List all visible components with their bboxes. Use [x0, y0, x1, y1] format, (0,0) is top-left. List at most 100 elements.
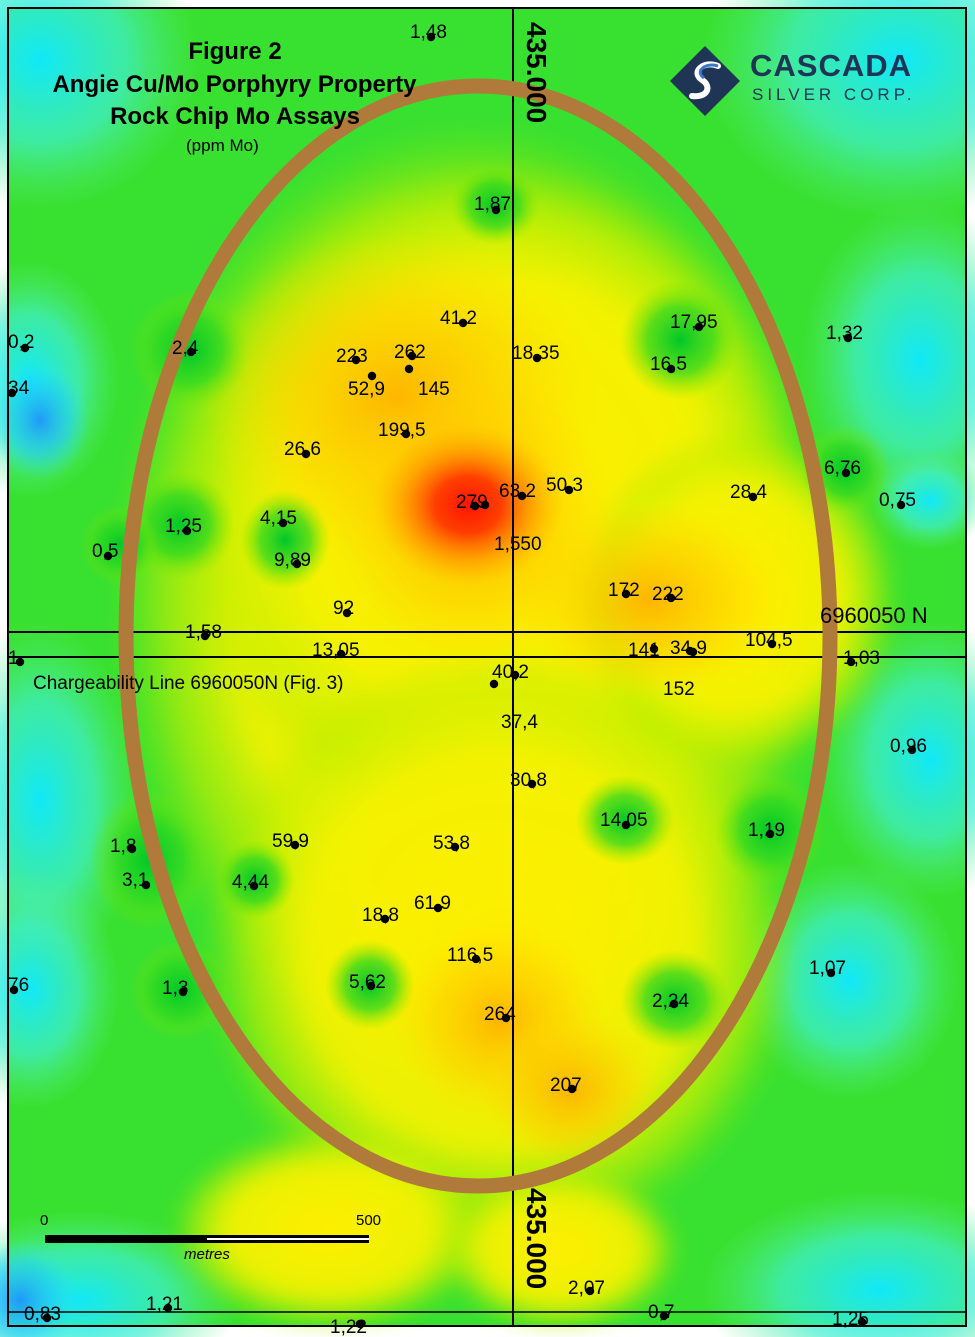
sample-point	[669, 999, 679, 1009]
sample-point	[426, 32, 436, 42]
sample-value-label: 172	[608, 580, 640, 601]
sample-point	[767, 639, 777, 649]
sample-point	[527, 779, 537, 789]
sample-value-label: 61,9	[414, 893, 451, 914]
sample-point	[659, 1311, 669, 1321]
sample-value-label: 262	[394, 342, 426, 363]
sample-point	[42, 1313, 52, 1323]
chargeability-label: Chargeability Line 6960050N (Fig. 3)	[33, 673, 344, 694]
sample-point	[342, 608, 352, 618]
sample-points	[7, 32, 917, 1329]
units-label: (ppm Mo)	[186, 136, 259, 155]
sample-point	[351, 355, 361, 365]
sample-point	[200, 631, 210, 641]
sample-value-label: 264	[484, 1004, 516, 1025]
sample-value-label: 207	[550, 1075, 582, 1096]
sample-value-label: 9,89	[274, 550, 311, 571]
sample-point	[182, 526, 192, 536]
sample-value-label: 141	[628, 640, 660, 661]
sample-value-label: 0,96	[890, 736, 927, 757]
sample-point	[186, 347, 196, 357]
sample-value-label: 4,44	[232, 872, 269, 893]
sample-value-label: 0,7	[648, 1302, 674, 1323]
sample-value-label: 2,24	[652, 991, 689, 1012]
sample-point	[826, 968, 836, 978]
sample-value-label: 1,07	[809, 958, 846, 979]
sample-value-label: 28,4	[730, 482, 767, 503]
sample-point	[20, 343, 30, 353]
sample-point	[141, 880, 151, 890]
sample-value-label: 41,2	[440, 308, 477, 329]
sample-value-label: 3,1	[122, 870, 148, 891]
figure-number: Figure 2	[188, 38, 282, 65]
assay-title: Rock Chip Mo Assays	[110, 103, 360, 130]
property-title: Angie Cu/Mo Porphyry Property	[52, 71, 417, 98]
northing-label: 6960050 N	[820, 603, 928, 628]
sample-value-label: 52,9	[348, 379, 385, 400]
easting-label-top: 435.000	[521, 22, 552, 123]
sample-point	[666, 364, 676, 374]
sample-point	[470, 501, 480, 511]
sample-value-label: 0,5	[92, 541, 118, 562]
sample-value-label: 1,8	[110, 836, 136, 857]
sample-point	[380, 914, 390, 924]
sample-point	[433, 903, 443, 913]
sample-value-label: 2,07	[568, 1278, 605, 1299]
sample-value-label: 26,6	[284, 439, 321, 460]
scale-bar: 0 500 metres	[36, 1210, 396, 1270]
sample-point	[15, 657, 25, 667]
sample-point	[621, 589, 631, 599]
sample-point	[666, 593, 676, 603]
easting-label-bottom: 435.000	[521, 1188, 552, 1289]
sample-point	[127, 844, 137, 854]
sample-value-label: 1,03	[843, 648, 880, 669]
sample-value-label: 63,2	[499, 481, 536, 502]
sample-value-label: 30,8	[510, 770, 547, 791]
sample-value-label: 1,19	[748, 820, 785, 841]
sample-value-label: 199,5	[378, 420, 426, 441]
sample-point	[532, 353, 542, 363]
sample-value-label: 279	[456, 492, 488, 513]
sample-point	[694, 322, 704, 332]
sample-value-label: 18,8	[362, 905, 399, 926]
sample-point	[846, 657, 856, 667]
sample-value-label: 40,2	[492, 662, 529, 683]
sample-value-label: 1,21	[146, 1294, 183, 1315]
sample-point	[401, 429, 411, 439]
sample-value-label: 59,9	[272, 831, 309, 852]
sample-labels: 1,48 1,87 41,2 17,95 1,32 0,2 34 2,4 223 262 18,35…	[8, 22, 927, 1337]
sample-value-label: 76	[8, 975, 29, 996]
sample-point	[765, 829, 775, 839]
sample-point	[510, 670, 520, 680]
sample-value-label: 222	[652, 584, 684, 605]
sample-point	[249, 881, 259, 891]
sample-value-label: 37,4	[501, 712, 538, 733]
sample-value-label: 1	[8, 648, 19, 669]
sample-point	[649, 644, 659, 654]
sample-value-label: 0,2	[8, 332, 34, 353]
sample-point	[7, 388, 17, 398]
sample-value-label: 14,05	[600, 810, 648, 831]
target-outline	[118, 78, 838, 1194]
cascada-diamond-icon	[670, 46, 740, 116]
sample-point	[292, 559, 302, 569]
sample-value-label: 152	[663, 679, 695, 700]
sample-value-label: 34,9	[670, 638, 707, 659]
sample-point	[366, 981, 376, 991]
sample-value-label: 34	[8, 378, 30, 399]
scale-max: 500	[356, 1212, 382, 1229]
sample-point	[491, 205, 501, 215]
sample-point	[301, 449, 311, 459]
scale-bar-graphic	[45, 1235, 369, 1243]
sample-value-label: 53,8	[433, 833, 470, 854]
sample-point	[336, 649, 346, 659]
sample-value-label: 1,25	[832, 1309, 869, 1330]
sample-point	[896, 500, 906, 510]
scale-unit: metres	[184, 1246, 230, 1263]
sample-value-label: 0,75	[879, 490, 916, 511]
cascada-logo: CASCADA SILVER CORP.	[668, 44, 938, 116]
sample-point	[367, 371, 377, 381]
sample-point	[567, 1084, 577, 1094]
